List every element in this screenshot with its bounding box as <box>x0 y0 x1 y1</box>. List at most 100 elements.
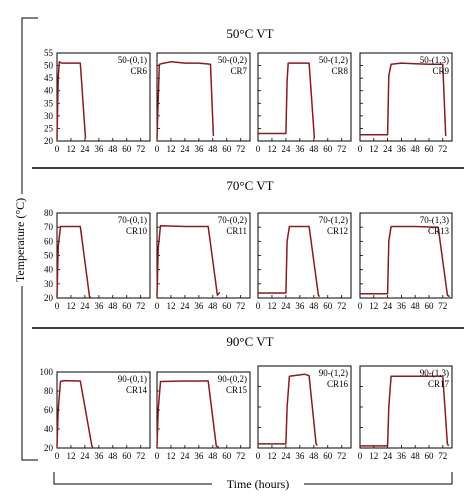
x-tick-label: 24 <box>180 451 190 461</box>
x-tick-label: 48 <box>309 301 319 311</box>
panel-cr12: 0 12 24 36 48 60 72 70-(1,2)CR12 <box>256 212 352 311</box>
x-tick-label: 36 <box>295 451 305 461</box>
x-tick-label: 24 <box>281 144 291 154</box>
x-tick-label: 0 <box>256 451 261 461</box>
y-tick-label: 60 <box>44 405 54 415</box>
x-tick-label: 48 <box>208 301 218 311</box>
x-tick-label: 48 <box>208 144 218 154</box>
series-line-cr12 <box>258 225 321 298</box>
x-tick-label: 0 <box>358 301 363 311</box>
x-tick-label: 12 <box>267 451 276 461</box>
x-tick-label: 60 <box>323 451 333 461</box>
panel-cr-label: CR15 <box>226 385 248 395</box>
x-tick-label: 36 <box>397 301 407 311</box>
x-tick-label: 60 <box>425 144 435 154</box>
x-tick-label: 12 <box>66 451 75 461</box>
x-tick-label: 36 <box>194 144 204 154</box>
y-tick-label: 30 <box>44 279 54 289</box>
chart-title: 50°C VT <box>226 26 273 41</box>
panel-condition-label: 90-(1,2) <box>319 368 348 378</box>
panel-cr-label: CR7 <box>230 66 247 76</box>
y-tick-label: 80 <box>44 208 54 218</box>
x-tick-label: 36 <box>194 451 204 461</box>
panel-cr8: 0 12 24 36 48 60 72 50-(1,2)CR8 <box>256 52 352 154</box>
x-tick-label: 72 <box>438 451 447 461</box>
series-line-cr8 <box>258 62 316 139</box>
y-tick-label: 20 <box>44 136 54 146</box>
x-tick-label: 12 <box>369 451 378 461</box>
y-tick-label: 40 <box>44 424 54 434</box>
x-tick-label: 36 <box>194 301 204 311</box>
panel-frame <box>257 52 352 142</box>
panel-condition-label: 50-(1,2) <box>319 55 348 65</box>
x-tick-label: 36 <box>397 144 407 154</box>
y-tick-label: 20 <box>44 443 54 453</box>
panel-cr6: 20 25 30 35 40 45 50 55 0 12 24 36 48 60 72 50-(0,1)CR6 <box>44 48 151 154</box>
panel-condition-label: 70-(1,2) <box>319 215 348 225</box>
x-tick-label: 12 <box>166 144 175 154</box>
x-tick-label: 0 <box>55 144 60 154</box>
x-tick-label: 72 <box>236 451 245 461</box>
y-tick-label: 30 <box>44 111 54 121</box>
panel-cr-label: CR9 <box>432 66 449 76</box>
y-axis-label-mask <box>14 194 30 286</box>
panel-cr7: 0 12 24 36 48 60 72 50-(0,2)CR7 <box>155 52 251 154</box>
x-tick-label: 0 <box>155 451 160 461</box>
x-tick-label: 24 <box>383 301 393 311</box>
y-tick-label: 80 <box>44 386 54 396</box>
x-tick-label: 72 <box>337 451 346 461</box>
series-line-cr11 <box>156 225 221 297</box>
x-tick-label: 0 <box>256 301 261 311</box>
panel-cr-label: CR12 <box>327 226 348 236</box>
x-tick-label: 60 <box>122 451 132 461</box>
x-tick-label: 48 <box>108 144 118 154</box>
y-tick-label: 55 <box>44 48 54 58</box>
panel-cr10: 20 30 40 50 60 70 80 0 12 24 36 48 60 72 70-(0,1)CR10 <box>44 208 151 311</box>
x-tick-label: 60 <box>122 144 132 154</box>
x-tick-label: 60 <box>425 451 435 461</box>
series-line-cr10 <box>56 225 92 298</box>
panel-cr-label: CR13 <box>428 226 450 236</box>
x-axis-label: Time (hours) <box>227 477 290 491</box>
chart-title: 70°C VT <box>226 178 273 193</box>
panel-condition-label: 70-(1,3) <box>420 215 449 225</box>
panel-cr16: 0 12 24 36 48 60 72 90-(1,2)CR16 <box>256 365 352 461</box>
x-tick-label: 24 <box>281 451 291 461</box>
x-tick-label: 12 <box>166 301 175 311</box>
x-tick-label: 60 <box>323 301 333 311</box>
x-tick-label: 72 <box>136 301 145 311</box>
panel-frame <box>56 52 151 142</box>
panel-condition-label: 70-(0,1) <box>118 215 147 225</box>
panel-cr-label: CR11 <box>226 226 247 236</box>
x-tick-label: 36 <box>94 451 104 461</box>
chart-title: 90°C VT <box>226 334 273 349</box>
y-axis-label: Temperature (°C) <box>13 198 27 282</box>
panel-cr11: 0 12 24 36 48 60 72 70-(0,2)CR11 <box>155 212 251 311</box>
x-tick-label: 72 <box>438 301 447 311</box>
x-tick-label: 24 <box>80 144 90 154</box>
x-tick-label: 24 <box>281 301 291 311</box>
x-tick-label: 0 <box>55 451 60 461</box>
panel-cr15: 0 12 24 36 48 60 72 90-(0,2)CR15 <box>155 371 251 461</box>
panel-cr9: 0 12 24 36 48 60 72 50-(1,3)CR9 <box>358 52 453 154</box>
series-line-cr16 <box>258 373 318 446</box>
panel-cr-label: CR8 <box>331 66 348 76</box>
y-tick-label: 50 <box>44 251 54 261</box>
panel-cr-label: CR17 <box>428 379 450 389</box>
x-tick-label: 12 <box>166 451 175 461</box>
series-line-cr13 <box>360 225 451 298</box>
x-tick-label: 60 <box>323 144 333 154</box>
x-tick-label: 0 <box>155 144 160 154</box>
x-tick-label: 24 <box>383 144 393 154</box>
panel-condition-label: 70-(0,2) <box>218 215 247 225</box>
x-tick-label: 0 <box>55 301 60 311</box>
series-line-cr17 <box>360 375 450 447</box>
x-tick-label: 72 <box>136 451 145 461</box>
y-tick-label: 100 <box>40 367 54 377</box>
series-line-cr7 <box>156 61 215 139</box>
panel-cr17: 0 12 24 36 48 60 72 90-(1,3)CR17 <box>358 365 453 461</box>
